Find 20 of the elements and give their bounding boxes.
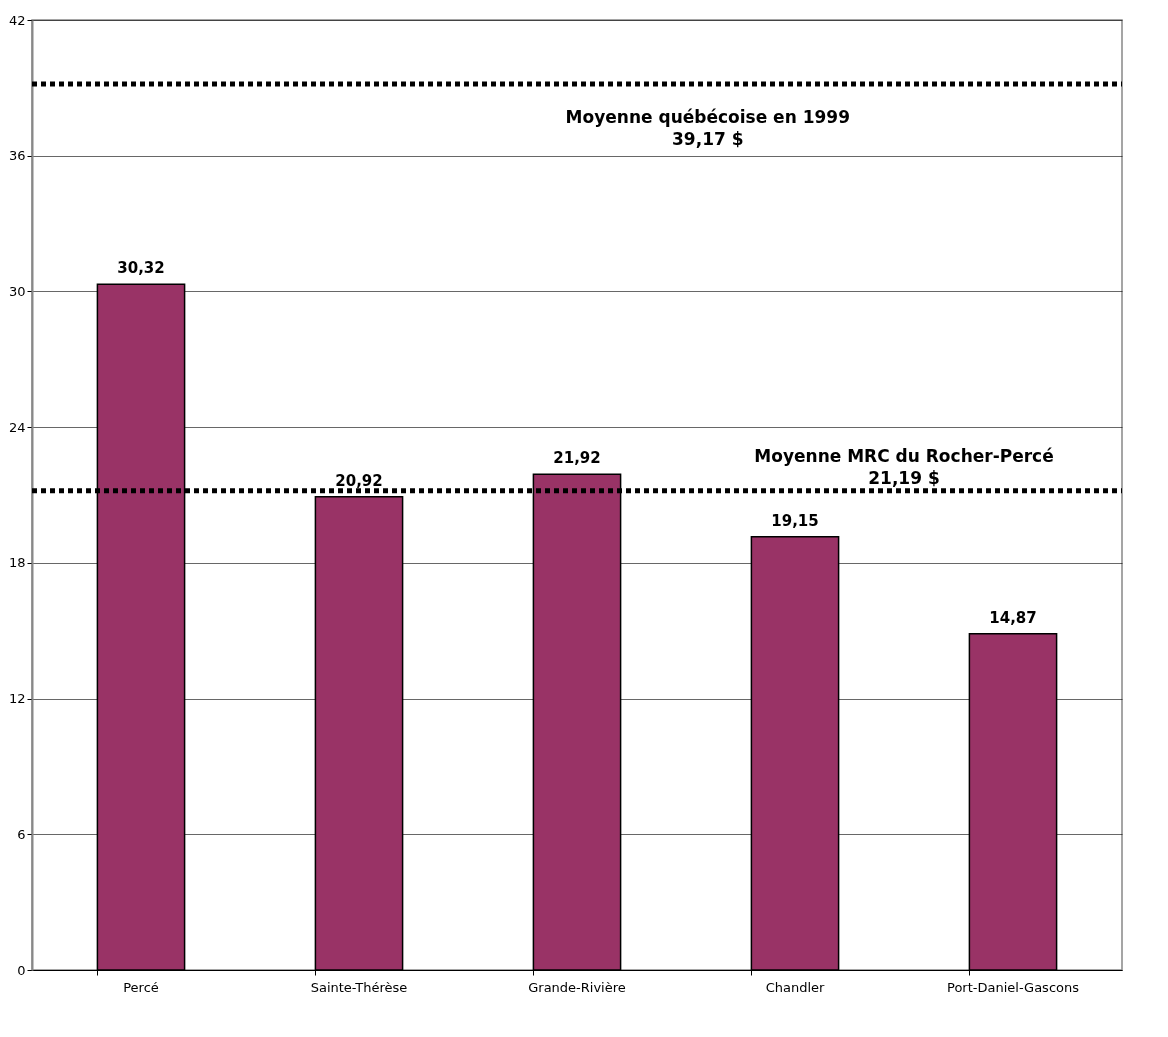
y-tick-label: 12 (8, 691, 26, 707)
data-label: 30,32 (117, 259, 165, 278)
x-tick-label: Chandler (765, 979, 826, 995)
y-tick-label: 42 (8, 12, 26, 28)
x-tick-label: Grande-Rivière (528, 979, 626, 995)
data-label: 14,87 (989, 608, 1037, 627)
ref-line-label: Moyenne québécoise en 1999 39,17 $ (565, 107, 850, 150)
ref-line-label: Moyenne MRC du Rocher-Percé 21,19 $ (754, 445, 1054, 488)
data-label: 19,15 (771, 511, 819, 530)
y-tick-label: 18 (8, 555, 26, 571)
y-tick-label: 36 (8, 148, 26, 164)
y-tick-label: 30 (8, 283, 26, 299)
data-label: 21,92 (553, 449, 601, 468)
x-tick-label: Sainte-Thérèse (310, 979, 408, 995)
y-tick-label: 6 (17, 826, 26, 842)
x-tick-label: Percé (123, 979, 159, 995)
data-label: 20,92 (335, 471, 383, 490)
x-tick-label: Port-Daniel-Gascons (947, 979, 1080, 995)
y-tick-label: 24 (8, 419, 26, 435)
y-tick-label: 0 (17, 962, 26, 978)
